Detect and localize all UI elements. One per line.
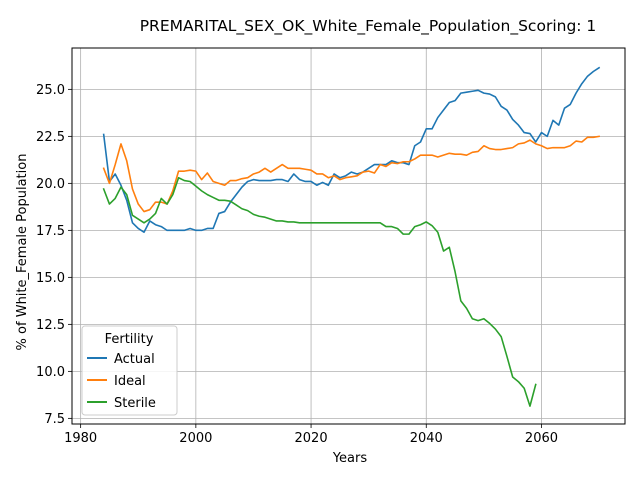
legend-label-actual: Actual: [114, 352, 155, 367]
legend-box: [81, 325, 178, 416]
grid-lines: [72, 48, 625, 424]
y-tick-label: 20.0: [36, 177, 65, 192]
x-axis-label: Years: [332, 451, 368, 466]
y-tick-label: 22.5: [36, 130, 65, 145]
plot-frame: [71, 47, 626, 425]
legend: Fertility Actual Ideal Sterile: [81, 325, 178, 416]
x-tick-label: 2020: [295, 431, 328, 446]
legend-label-ideal: Ideal: [114, 374, 146, 389]
series-line-ideal: [102, 135, 600, 213]
x-tick-label: 2040: [410, 431, 443, 446]
x-tick-label: 1980: [64, 431, 97, 446]
y-tick-label: 25.0: [36, 83, 65, 98]
legend-label-sterile: Sterile: [114, 396, 156, 411]
plot-area: 1980 2000 2020 2040 2060 7.5 10.0 12.5 15.0 17.5 2…: [36, 47, 626, 446]
chart-title: PREMARITAL_SEX_OK_White_Female_Populatio…: [140, 17, 597, 36]
x-tick-label: 2060: [525, 431, 558, 446]
y-tick-label: 7.5: [44, 412, 65, 427]
y-tick-label: 15.0: [36, 271, 65, 286]
series-lines: [102, 66, 601, 407]
series-line-actual: [102, 66, 601, 234]
y-tick-label: 12.5: [36, 318, 65, 333]
series-line-sterile: [102, 176, 537, 407]
legend-title: Fertility: [105, 332, 154, 347]
y-tick-label: 17.5: [36, 224, 65, 239]
axis-ticks: 1980 2000 2020 2040 2060 7.5 10.0 12.5 15.0 17.5 2…: [36, 83, 558, 446]
x-tick-label: 2000: [179, 431, 212, 446]
y-axis-label: % of White_Female Population: [15, 154, 30, 351]
y-tick-label: 10.0: [36, 365, 65, 380]
